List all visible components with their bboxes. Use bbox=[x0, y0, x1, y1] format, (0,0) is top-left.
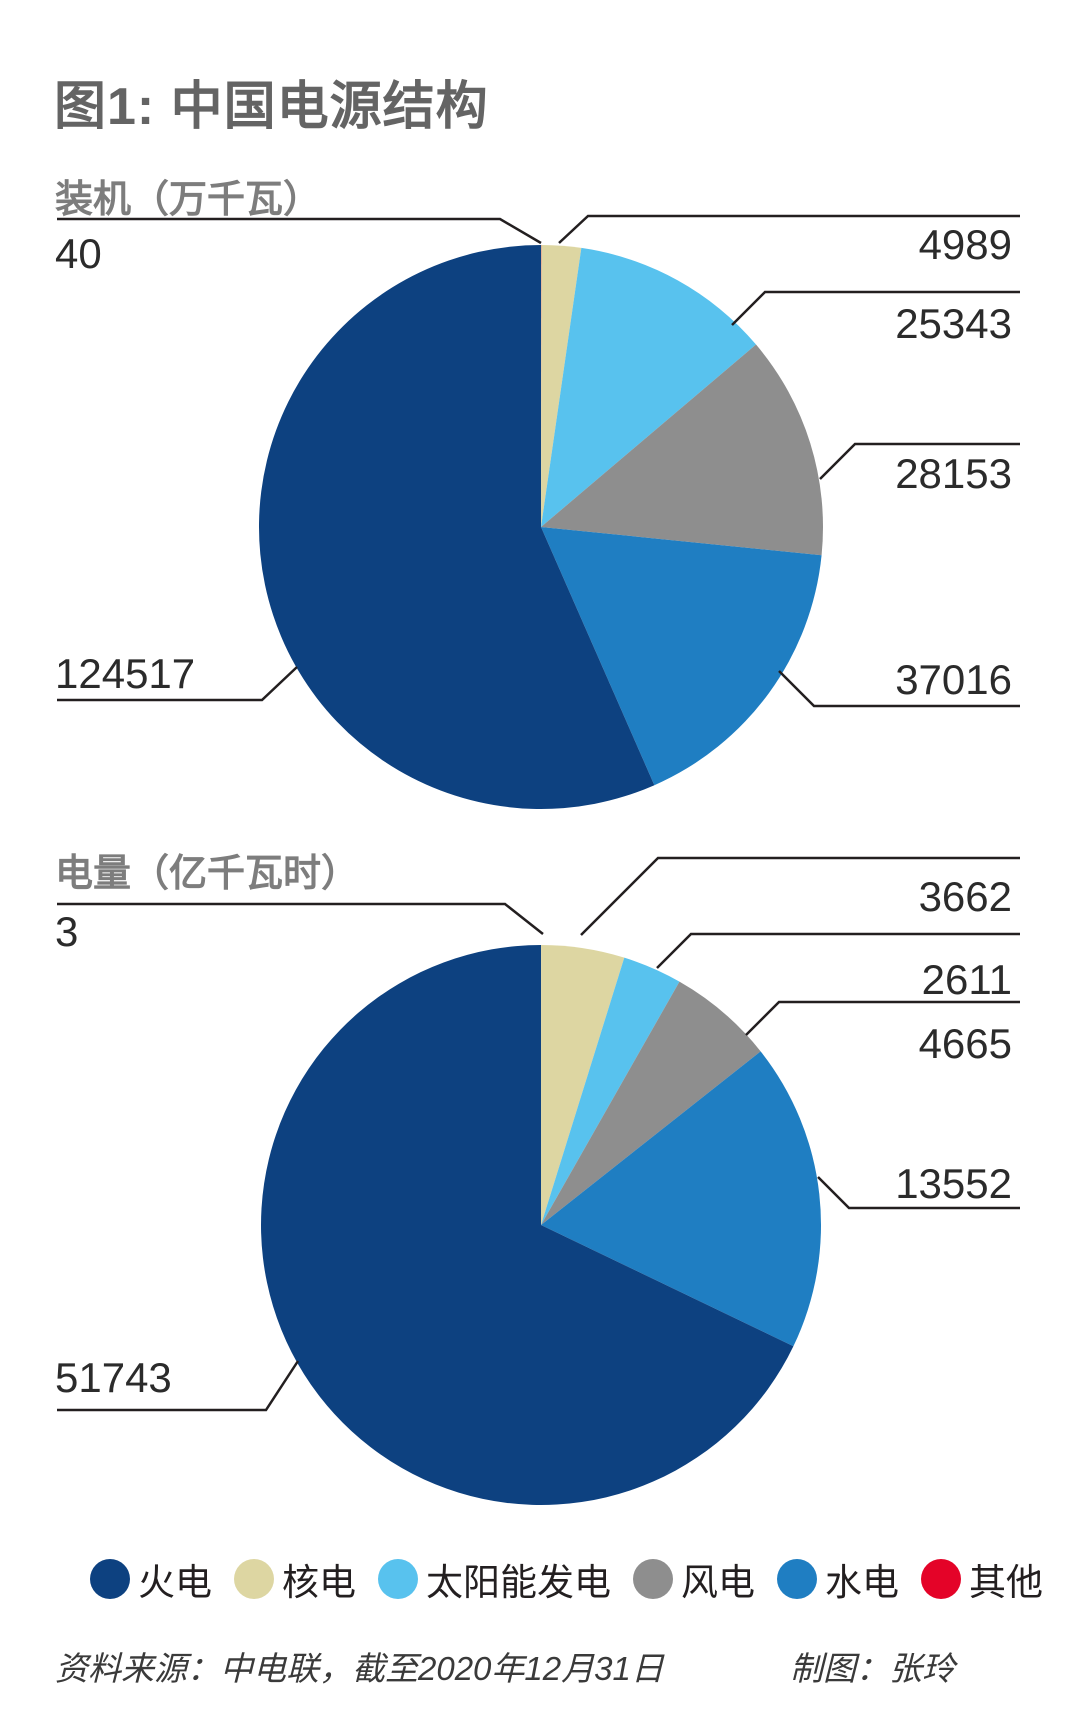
pie-slice-nuclear bbox=[541, 245, 582, 527]
legend-item-thermal: 火电 bbox=[90, 1552, 212, 1606]
pie-slice-wind bbox=[541, 344, 823, 556]
value-label-wind: 4665 bbox=[919, 1020, 1012, 1067]
legend-item-wind: 风电 bbox=[633, 1552, 755, 1606]
installed-capacity-pie: 40 4989 25343 28153 37016 124517 bbox=[55, 214, 1020, 810]
value-label-other: 3 bbox=[55, 908, 78, 955]
legend-dot-thermal bbox=[90, 1559, 130, 1599]
pie-slice-nuclear bbox=[541, 945, 625, 1225]
value-label-thermal: 124517 bbox=[55, 650, 195, 697]
legend-label: 其他 bbox=[969, 1562, 1043, 1603]
figure-title: 图1: 中国电源结构 bbox=[54, 78, 489, 136]
value-label-solar: 2611 bbox=[922, 956, 1012, 1003]
installed-capacity-subtitle: 装机（万千瓦） bbox=[55, 179, 322, 221]
pie-slice-thermal bbox=[261, 945, 794, 1506]
callout-line bbox=[580, 856, 1020, 936]
callout-line bbox=[656, 932, 1020, 969]
value-label-hydro: 13552 bbox=[895, 1160, 1012, 1207]
callout-line bbox=[57, 902, 544, 935]
callout-line bbox=[57, 1360, 300, 1412]
callout-line bbox=[57, 217, 542, 245]
legend-dot-hydro bbox=[777, 1559, 817, 1599]
legend-dot-nuclear bbox=[234, 1559, 274, 1599]
callout-line bbox=[57, 666, 298, 702]
pie-slice-wind bbox=[541, 981, 761, 1225]
pie-slice-solar bbox=[541, 247, 757, 527]
credit-note: 制图：张玲 bbox=[790, 1650, 955, 1687]
value-label-other: 40 bbox=[55, 230, 102, 277]
legend-label: 火电 bbox=[138, 1562, 212, 1603]
legend-item-hydro: 水电 bbox=[777, 1552, 899, 1606]
callout-line bbox=[745, 1000, 1020, 1036]
pie-slice-solar bbox=[541, 957, 680, 1225]
legend-dot-solar bbox=[378, 1559, 418, 1599]
legend-label: 核电 bbox=[282, 1562, 356, 1603]
callout-line bbox=[778, 670, 1020, 708]
legend-dot-wind bbox=[633, 1559, 673, 1599]
legend-dot-other bbox=[921, 1559, 961, 1599]
generation-pie: 3 3662 2611 4665 13552 51743 bbox=[55, 856, 1020, 1506]
generation-subtitle: 电量（亿千瓦时） bbox=[55, 853, 360, 895]
legend-item-solar: 太阳能发电 bbox=[378, 1552, 611, 1606]
legend-label: 水电 bbox=[825, 1562, 899, 1603]
legend-item-other: 其他 bbox=[921, 1552, 1043, 1606]
legend-label: 风电 bbox=[681, 1562, 755, 1603]
value-label-solar: 25343 bbox=[895, 300, 1012, 347]
value-label-thermal: 51743 bbox=[55, 1354, 172, 1401]
callout-line bbox=[731, 290, 1020, 326]
value-label-nuclear: 4989 bbox=[919, 221, 1012, 268]
pie-slice-hydro bbox=[541, 527, 822, 786]
value-label-hydro: 37016 bbox=[895, 656, 1012, 703]
legend-item-nuclear: 核电 bbox=[234, 1552, 356, 1606]
callout-line bbox=[819, 442, 1020, 480]
value-label-nuclear: 3662 bbox=[919, 873, 1012, 920]
legend: 火电 核电 太阳能发电 风电 水电 其他 bbox=[90, 1552, 1043, 1606]
callout-line bbox=[817, 1176, 1020, 1210]
pie-slice-thermal bbox=[258, 244, 655, 810]
pie-slice-hydro bbox=[541, 1051, 822, 1347]
legend-label: 太阳能发电 bbox=[426, 1562, 611, 1603]
source-note: 资料来源：中电联，截至2020年12月31日 bbox=[55, 1650, 664, 1687]
value-label-wind: 28153 bbox=[895, 450, 1012, 497]
callout-line bbox=[558, 214, 1020, 244]
